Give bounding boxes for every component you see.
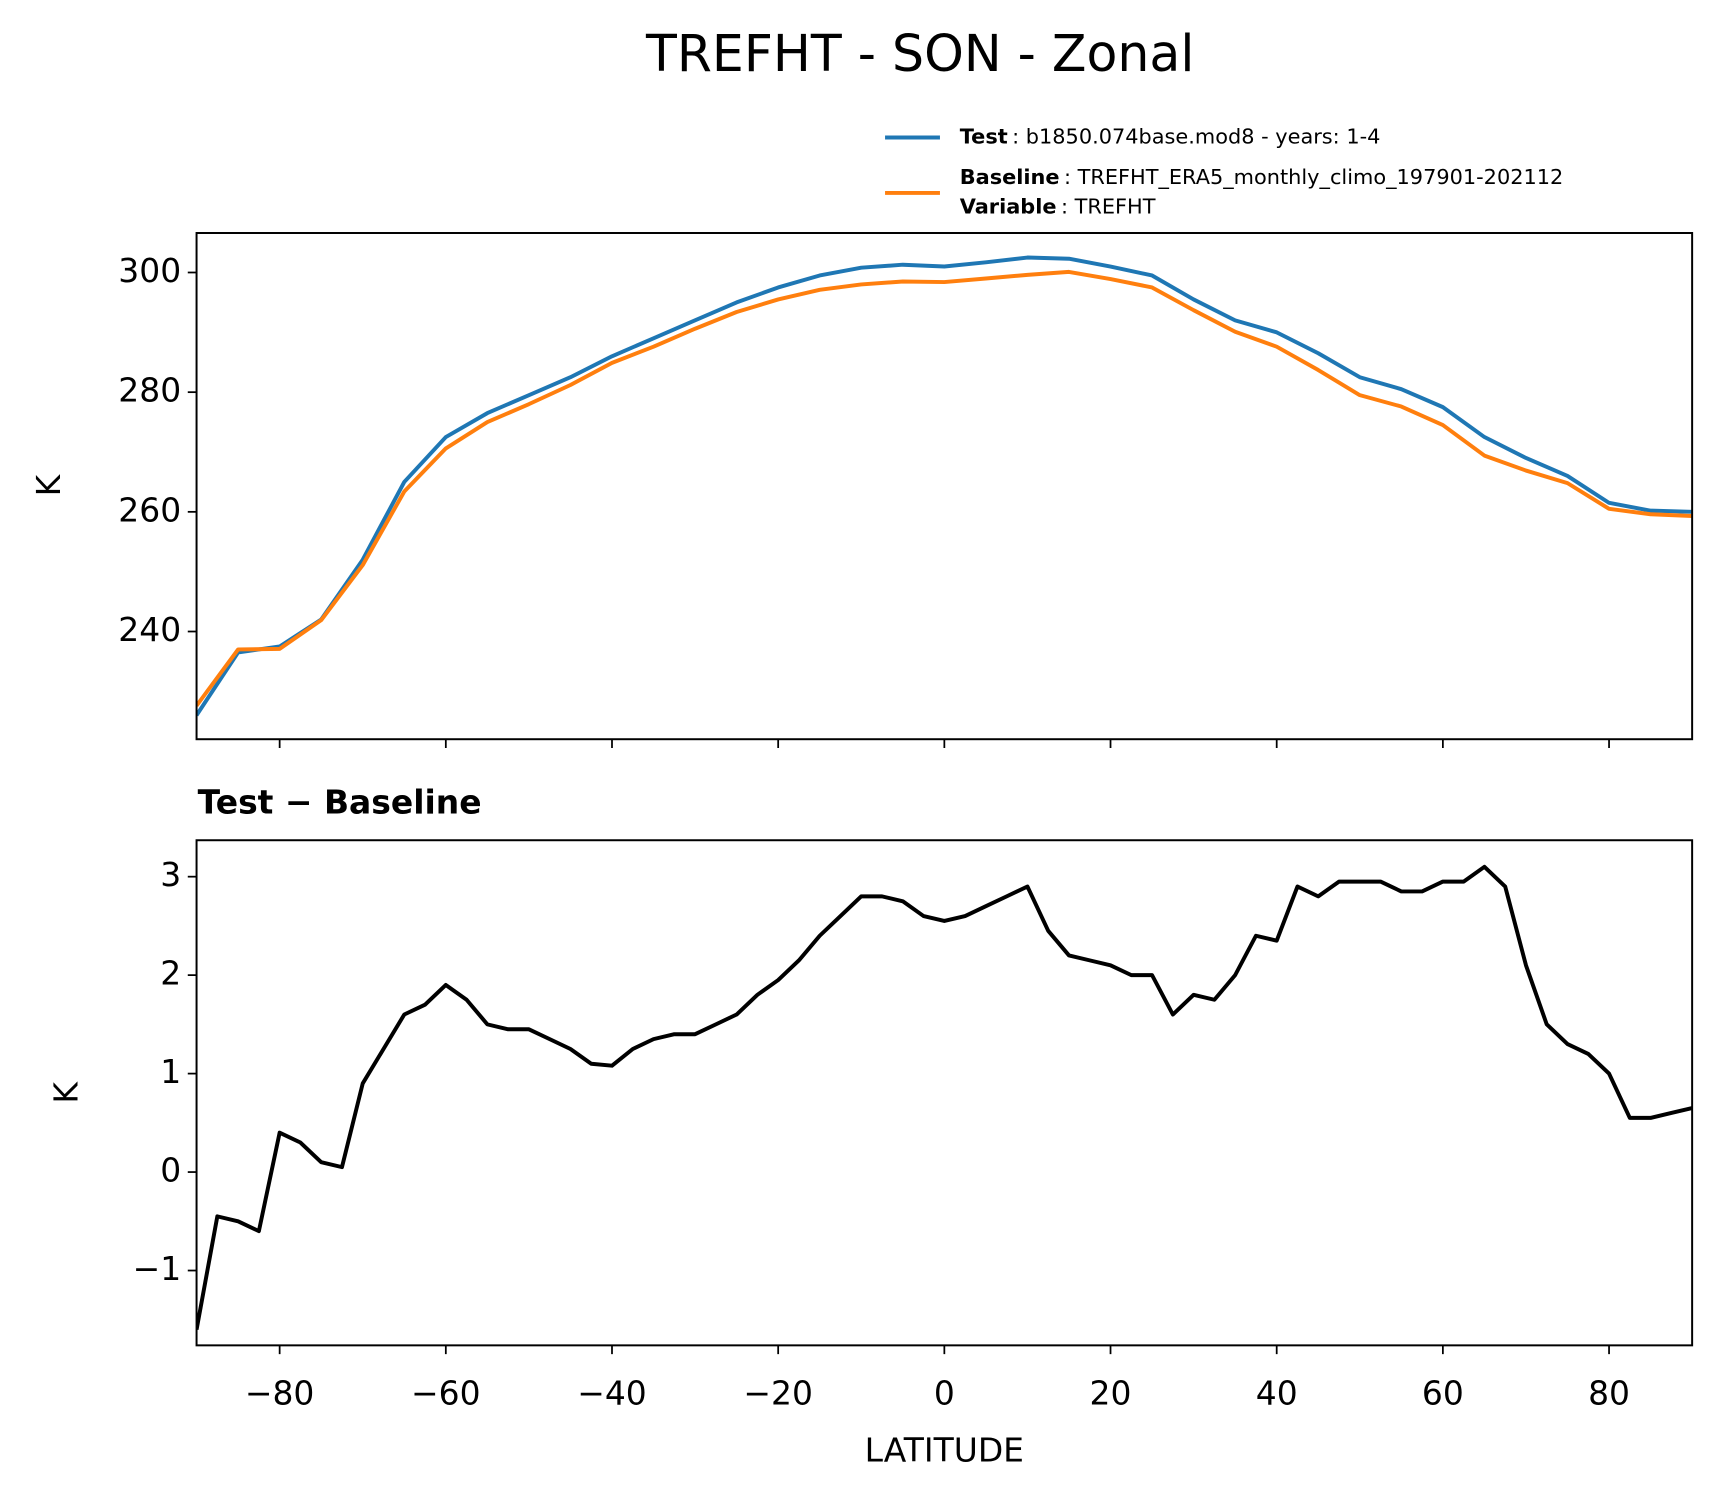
legend-detail: : b1850.074base.mod8 - years: 1-4: [1012, 124, 1380, 148]
legend-entry: Test: b1850.074base.mod8 - years: 1-4: [960, 124, 1381, 148]
x-tick-label: 80: [1588, 1373, 1630, 1412]
panel-title: Test − Baseline: [198, 783, 482, 822]
y-tick-label: 2: [160, 954, 181, 993]
y-tick-label: 240: [118, 610, 181, 649]
y-tick-label: 1: [160, 1052, 181, 1091]
x-tick-label: 0: [934, 1373, 955, 1412]
x-axis-label: LATITUDE: [865, 1430, 1024, 1469]
data-line: [196, 255, 1693, 717]
legend-name: Baseline: [960, 165, 1060, 189]
legend-detail: : TREFHT_ERA5_monthly_climo_197901-20211…: [1064, 165, 1563, 190]
x-tick-label: 60: [1422, 1373, 1464, 1412]
x-tick-label: −60: [411, 1373, 481, 1412]
legend-entry: Variable: TREFHT: [960, 195, 1156, 219]
axes-frame: [195, 232, 1694, 741]
data-line: [196, 269, 1693, 707]
y-axis-label: K: [47, 1081, 86, 1104]
axes-frame: [195, 839, 1694, 1347]
y-tick-label: 3: [160, 855, 181, 894]
x-tick-label: −20: [743, 1373, 813, 1412]
legend-entry: Baseline: TREFHT_ERA5_monthly_climo_1979…: [960, 165, 1564, 190]
legend-detail: : TREFHT: [1061, 195, 1156, 219]
x-tick-label: 20: [1090, 1373, 1132, 1412]
x-tick-label: −40: [577, 1373, 647, 1412]
data-line: [196, 864, 1693, 1330]
chart-title: TREFHT - SON - Zonal: [645, 24, 1194, 83]
y-tick-label: 260: [118, 490, 181, 529]
y-tick-label: 0: [160, 1151, 181, 1190]
legend-name: Test: [960, 124, 1008, 148]
y-tick-label: 300: [118, 251, 181, 290]
x-tick-label: −80: [245, 1373, 315, 1412]
y-tick-label: −1: [133, 1249, 182, 1288]
y-tick-label: 280: [118, 371, 181, 410]
y-axis-label: K: [29, 473, 68, 496]
legend-name: Variable: [960, 195, 1057, 219]
x-tick-label: 40: [1256, 1373, 1298, 1412]
